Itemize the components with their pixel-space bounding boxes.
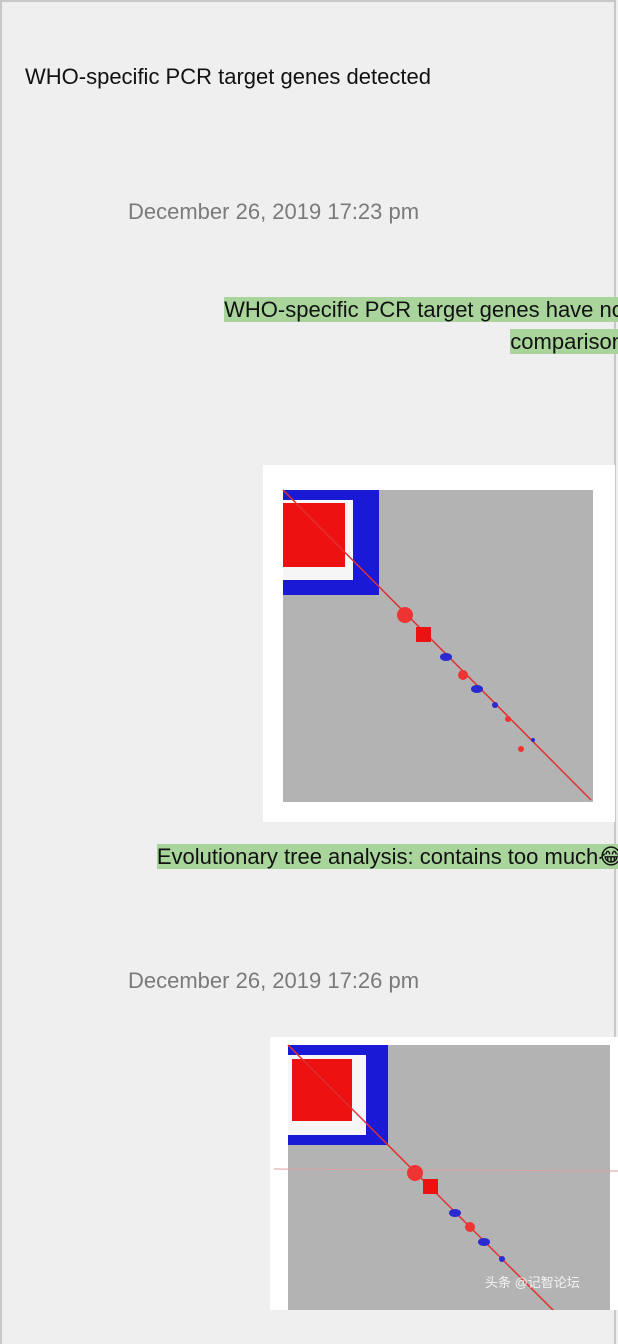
dot-plot: 头条 @记智论坛	[273, 1044, 618, 1328]
dot-plot	[282, 489, 593, 802]
dot-plot-image[interactable]: 头条 @记智论坛	[270, 1037, 618, 1328]
message-text: WHO-specific PCR target genes have no co…	[224, 297, 618, 354]
timestamp: December 26, 2019 17:26 pm	[128, 968, 420, 993]
message-text: Evolutionary tree analysis: contains too…	[156, 844, 618, 869]
timestamp: December 26, 2019 17:23 pm	[128, 199, 420, 224]
message-bubble: WHO-specific PCR target genes have no co…	[184, 294, 618, 358]
dot-plot-image[interactable]	[263, 465, 615, 822]
message-text: WHO-specific PCR target genes detected	[25, 64, 431, 89]
watermark: 头条 @记智论坛	[485, 1275, 580, 1290]
message-bubble: Evolutionary tree analysis: contains too…	[84, 841, 618, 873]
